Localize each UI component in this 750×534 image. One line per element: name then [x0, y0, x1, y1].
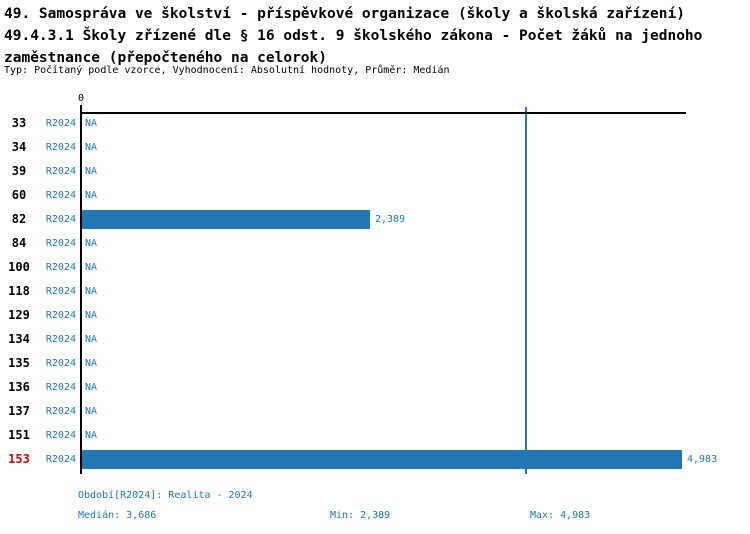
min-stat: Min: 2,389 — [330, 510, 391, 521]
chart-row: 100 R2024 NA — [0, 258, 750, 277]
row-period-label: R2024 — [45, 430, 76, 441]
row-period-label: R2024 — [45, 238, 76, 249]
row-period-label: R2024 — [45, 166, 76, 177]
row-id-label: 84 — [11, 236, 27, 250]
na-value-label: NA — [85, 406, 98, 417]
row-id-label: 134 — [8, 332, 30, 346]
na-value-label: NA — [85, 334, 98, 345]
na-value-label: NA — [85, 238, 98, 249]
na-value-label: NA — [85, 358, 98, 369]
x-axis-zero-tick-label: 0 — [77, 93, 85, 104]
chart-row: 153 R2024 4,983 — [0, 450, 750, 469]
row-period-label: R2024 — [45, 118, 76, 129]
row-period-label: R2024 — [45, 214, 76, 225]
bar — [82, 210, 370, 229]
row-id-label: 82 — [11, 212, 27, 226]
row-period-label: R2024 — [45, 286, 76, 297]
bar-value-label: 4,983 — [687, 454, 718, 465]
row-id-label: 135 — [8, 356, 30, 370]
chart-row: 82 R2024 2,389 — [0, 210, 750, 229]
bar — [82, 450, 682, 469]
chart-row: 34 R2024 NA — [0, 138, 750, 157]
chart-row: 118 R2024 NA — [0, 282, 750, 301]
row-id-label: 136 — [8, 380, 30, 394]
period-label: Období[R2024]: Realita - 2024 — [78, 490, 253, 501]
chart-row: 134 R2024 NA — [0, 330, 750, 349]
row-id-label: 34 — [11, 140, 27, 154]
title-line-1: 49. Samospráva ve školství - příspěvkové… — [4, 6, 685, 22]
x-axis-line — [80, 112, 686, 114]
row-id-label: 151 — [8, 428, 30, 442]
na-value-label: NA — [85, 382, 98, 393]
na-value-label: NA — [85, 262, 98, 273]
row-period-label: R2024 — [45, 382, 76, 393]
row-id-label: 118 — [8, 284, 30, 298]
row-id-label: 129 — [8, 308, 30, 322]
row-id-label: 137 — [8, 404, 30, 418]
bar-value-label: 2,389 — [375, 214, 406, 225]
chart-row: 137 R2024 NA — [0, 402, 750, 421]
title-line-2: 49.4.3.1 Školy zřízené dle § 16 odst. 9 … — [4, 28, 703, 44]
na-value-label: NA — [85, 310, 98, 321]
row-id-label: 153 — [8, 452, 30, 466]
y-axis-line — [80, 105, 82, 474]
row-period-label: R2024 — [45, 454, 76, 465]
chart-row: 151 R2024 NA — [0, 426, 750, 445]
row-period-label: R2024 — [45, 310, 76, 321]
median-stat: Medián: 3,686 — [78, 510, 157, 521]
chart-row: 135 R2024 NA — [0, 354, 750, 373]
row-period-label: R2024 — [45, 406, 76, 417]
row-id-label: 60 — [11, 188, 27, 202]
na-value-label: NA — [85, 430, 98, 441]
na-value-label: NA — [85, 190, 98, 201]
row-period-label: R2024 — [45, 262, 76, 273]
report-title: 49. Samospráva ve školství - příspěvkové… — [4, 3, 702, 69]
row-period-label: R2024 — [45, 358, 76, 369]
chart-row: 84 R2024 NA — [0, 234, 750, 253]
row-id-label: 39 — [11, 164, 27, 178]
row-id-label: 33 — [11, 116, 27, 130]
report-subtitle: Typ: Počítaný podle vzorce, Vyhodnocení:… — [4, 65, 450, 76]
row-period-label: R2024 — [45, 142, 76, 153]
title-line-3: zaměstnance (přepočteného na celorok) — [4, 50, 328, 66]
max-stat: Max: 4,983 — [530, 510, 591, 521]
chart-row: 39 R2024 NA — [0, 162, 750, 181]
na-value-label: NA — [85, 166, 98, 177]
chart-row: 33 R2024 NA — [0, 114, 750, 133]
row-period-label: R2024 — [45, 334, 76, 345]
na-value-label: NA — [85, 118, 98, 129]
row-id-label: 100 — [8, 260, 30, 274]
na-value-label: NA — [85, 142, 98, 153]
row-period-label: R2024 — [45, 190, 76, 201]
chart-row: 129 R2024 NA — [0, 306, 750, 325]
chart-row: 136 R2024 NA — [0, 378, 750, 397]
median-line — [525, 107, 527, 474]
chart-row: 60 R2024 NA — [0, 186, 750, 205]
na-value-label: NA — [85, 286, 98, 297]
